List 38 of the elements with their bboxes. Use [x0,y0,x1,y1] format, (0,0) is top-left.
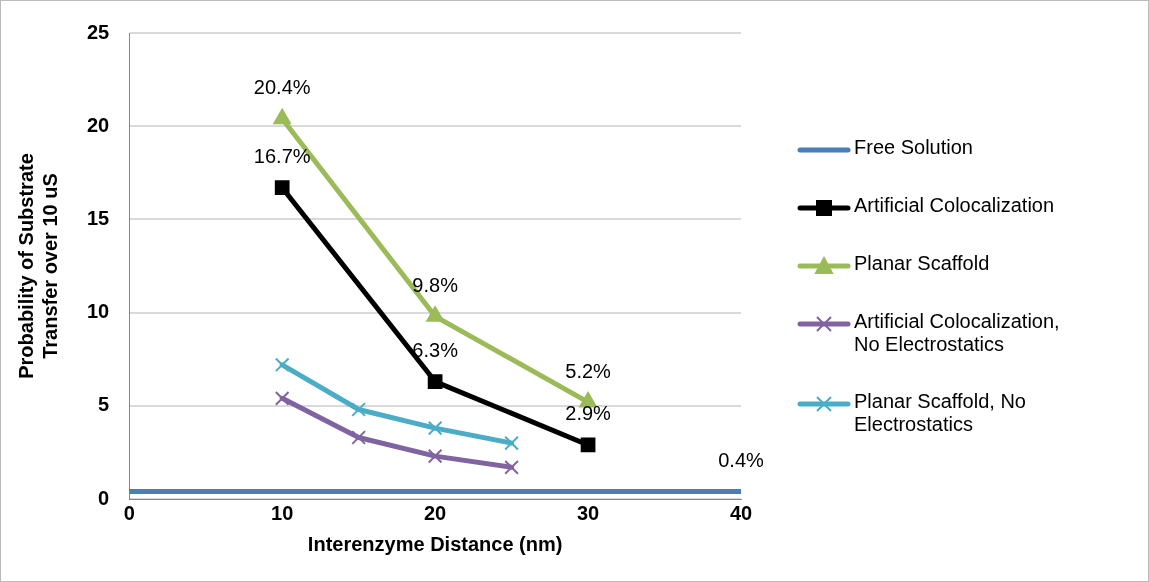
x-tick-label: 40 [729,501,753,524]
point [274,357,290,373]
legend-label: Free Solution [854,136,973,159]
y-tick-label: 25 [87,20,110,43]
point [274,180,290,196]
data-label: 5.2% [565,359,612,382]
legend-label: Planar Scaffold [854,252,990,275]
y-axis-title: Probability of Substrate Transfer over 10 uS [14,153,61,379]
point [427,374,443,389]
point [426,306,444,322]
data-label: 0.4% [718,449,765,472]
x-axis-title: Interenzyme Distance (nm) [307,532,563,555]
point [274,390,290,406]
x-tick-label: 10 [271,501,294,524]
data-label: 16.7% [253,145,311,168]
point [273,108,291,125]
data-label: 9.8% [412,273,459,296]
point [504,435,519,451]
legend-label: Artificial Colocalization [854,194,1055,217]
y-tick-label: 20 [87,113,110,136]
point [580,437,596,453]
x-tick-label: 0 [123,501,135,524]
point [351,430,367,445]
point [427,448,443,464]
y-tick-label: 0 [98,486,110,509]
point [504,459,519,475]
y-tick-label: 10 [87,300,110,323]
x-tick-label: 20 [424,501,447,524]
y-tick-label: 5 [98,393,110,416]
point [427,420,443,436]
x-tick-label: 30 [576,501,600,524]
data-label: 6.3% [412,339,459,362]
y-tick-label: 15 [87,206,110,229]
legend-label: Artificial Colocalization, No Electrostatics [854,310,1061,356]
point [351,402,367,417]
data-label: 20.4% [253,76,311,99]
legend-label: Planar Scaffold, No Electrostatics [854,390,1027,436]
data-label: 2.9% [565,402,612,425]
